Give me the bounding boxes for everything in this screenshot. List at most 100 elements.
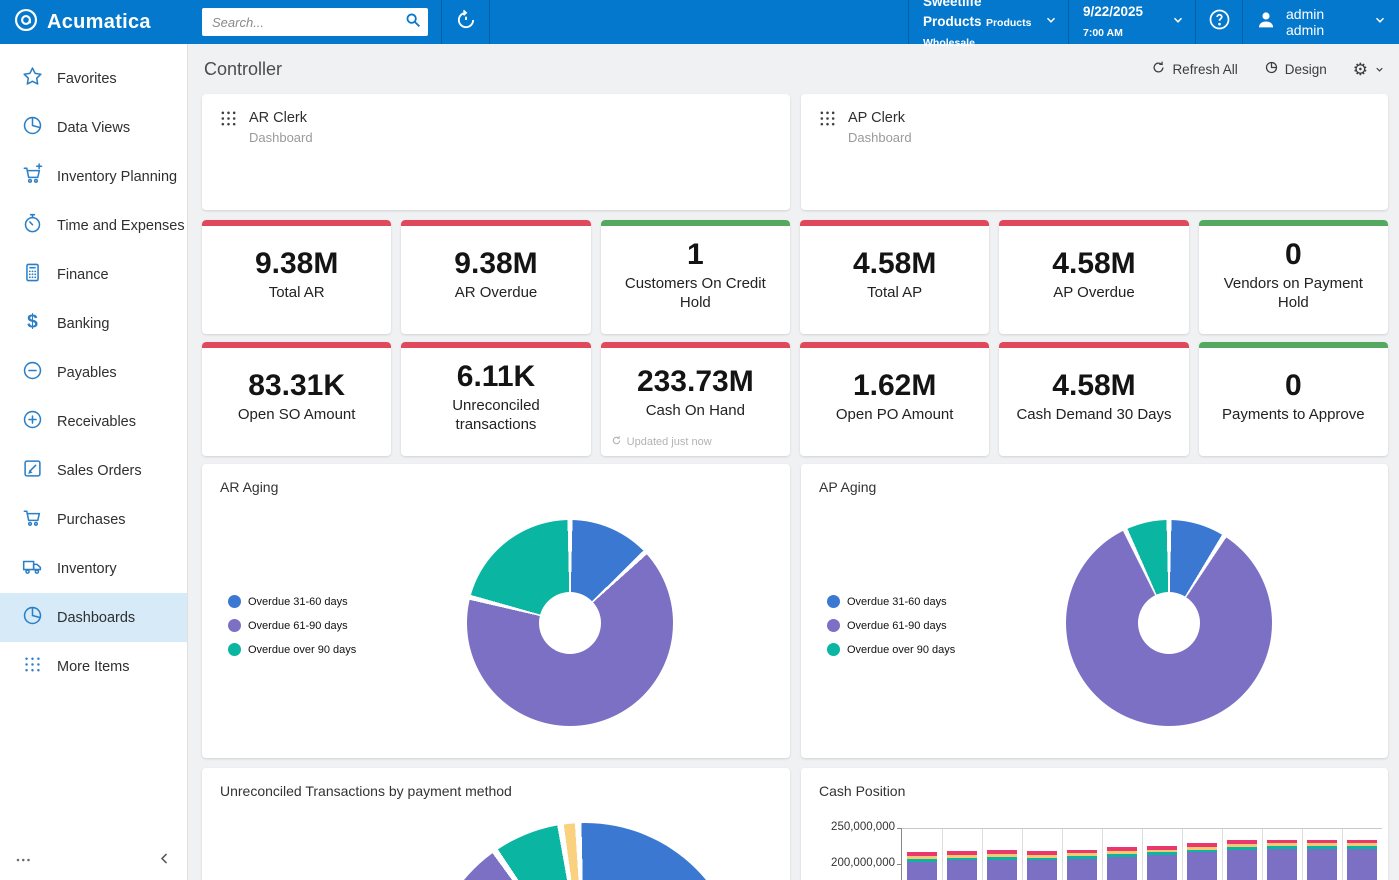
kpi-label: Cash Demand 30 Days xyxy=(1016,406,1171,425)
stacked-bar[interactable] xyxy=(1027,851,1057,880)
bar-segment xyxy=(1347,849,1377,880)
search-input[interactable] xyxy=(212,15,404,30)
kpi-cash-demand-30-days[interactable]: 4.58MCash Demand 30 Days xyxy=(999,342,1188,456)
kpi-total-ap[interactable]: 4.58M Total AP xyxy=(800,220,989,334)
user-menu[interactable]: admin admin xyxy=(1242,0,1399,44)
legend-label: Overdue 61-90 days xyxy=(847,620,947,632)
sidebar-item-payables[interactable]: Payables xyxy=(0,348,187,397)
kpi-value: 0 xyxy=(1285,240,1302,270)
stacked-bar[interactable] xyxy=(1067,850,1097,880)
refresh-icon xyxy=(1151,60,1166,78)
stacked-bar[interactable] xyxy=(907,852,937,880)
sidebar-item-label: Time and Expenses xyxy=(57,218,185,234)
kpi-ap-overdue[interactable]: 4.58MAP Overdue xyxy=(999,220,1188,334)
kpi-total-ar[interactable]: 9.38MTotal AR xyxy=(202,220,391,334)
svg-text:$: $ xyxy=(27,311,38,332)
sidebar-item-favorites[interactable]: Favorites xyxy=(0,54,187,103)
sidebar-item-time-and-expenses[interactable]: Time and Expenses xyxy=(0,201,187,250)
brand[interactable]: Acumatica xyxy=(0,0,188,44)
legend-dot xyxy=(827,619,840,632)
more-options-icon[interactable] xyxy=(15,852,33,870)
sidebar-item-label: More Items xyxy=(57,659,130,675)
recently-visited-button[interactable] xyxy=(441,0,489,44)
star-icon xyxy=(21,65,44,93)
history-timer-icon xyxy=(455,9,477,36)
kpi-value: 4.58M xyxy=(853,249,936,279)
acumatica-logo-icon xyxy=(13,7,39,38)
ap-clerk-dashboard-card[interactable]: AP Clerk Dashboard xyxy=(801,94,1388,210)
plot-gridline xyxy=(1222,828,1223,880)
ap-aging-donut-chart[interactable] xyxy=(1066,520,1272,726)
stacked-bar[interactable] xyxy=(947,851,977,880)
sidebar-item-data-views[interactable]: Data Views xyxy=(0,103,187,152)
kpi-open-so-amount[interactable]: 83.31KOpen SO Amount xyxy=(202,342,391,456)
stacked-bar[interactable] xyxy=(1107,847,1137,880)
help-icon xyxy=(1208,8,1231,36)
kpi-value: 4.58M xyxy=(1052,249,1135,279)
cash-position-bar-chart[interactable] xyxy=(902,828,1382,880)
y-axis-tick-label: 200,000,000 xyxy=(815,857,895,869)
company-selector[interactable]: Sweetlife Products Products Wholesale xyxy=(908,0,1068,44)
donut-hole xyxy=(1138,592,1200,654)
sidebar-item-inventory-planning[interactable]: Inventory Planning xyxy=(0,152,187,201)
refresh-all-button[interactable]: Refresh All xyxy=(1151,60,1237,78)
kpi-vendors-on-payment-hold[interactable]: 0Vendors on Payment Hold xyxy=(1199,220,1388,334)
legend-label: Overdue over 90 days xyxy=(847,644,955,656)
stacked-bar[interactable] xyxy=(1307,840,1337,880)
kpi-value: 9.38M xyxy=(255,249,338,279)
calculator-icon xyxy=(21,261,44,289)
stacked-bar[interactable] xyxy=(1347,840,1377,880)
payment-method-pie-chart[interactable] xyxy=(428,823,742,880)
legend-dot xyxy=(228,595,241,608)
dots-grid-icon xyxy=(819,110,836,145)
stacked-bar[interactable] xyxy=(1227,840,1257,880)
kpi-open-po-amount[interactable]: 1.62MOpen PO Amount xyxy=(800,342,989,456)
stacked-bar[interactable] xyxy=(1187,843,1217,880)
stacked-bar[interactable] xyxy=(1267,840,1297,880)
kpi-payments-to-approve[interactable]: 0Payments to Approve xyxy=(1199,342,1388,456)
design-button[interactable]: Design xyxy=(1264,60,1327,78)
link-card-subtitle: Dashboard xyxy=(848,130,912,145)
kpi-label: Total AP xyxy=(867,284,922,303)
dots-grid-icon xyxy=(21,653,44,681)
stacked-bar[interactable] xyxy=(1147,846,1177,880)
kpi-cash-on-hand[interactable]: 233.73MCash On Hand Updated just now xyxy=(601,342,790,456)
kpi-value: 1 xyxy=(687,240,704,270)
kpi-ar-overdue[interactable]: 9.38MAR Overdue xyxy=(401,220,590,334)
legend-item[interactable]: Overdue over 90 days xyxy=(827,643,955,656)
legend-item[interactable]: Overdue 31-60 days xyxy=(827,595,955,608)
truck-icon xyxy=(21,555,44,583)
sidebar-item-label: Purchases xyxy=(57,512,126,528)
legend-item[interactable]: Overdue 61-90 days xyxy=(827,619,955,632)
sidebar-item-finance[interactable]: Finance xyxy=(0,250,187,299)
ar-aging-donut-chart[interactable] xyxy=(467,520,673,726)
legend-item[interactable]: Overdue 31-60 days xyxy=(228,595,356,608)
sidebar-item-receivables[interactable]: Receivables xyxy=(0,397,187,446)
collapse-sidebar-icon[interactable] xyxy=(157,851,172,871)
ap-aging-chart-card: AP Aging Overdue 31-60 days Overdue 61-9… xyxy=(801,464,1388,758)
search-icon[interactable] xyxy=(404,11,422,34)
sidebar-item-more-items[interactable]: More Items xyxy=(0,642,187,691)
business-date-selector[interactable]: 9/22/2025 7:00 AM xyxy=(1068,0,1195,44)
chart-legend: Overdue 31-60 days Overdue 61-90 days Ov… xyxy=(228,595,356,656)
bar-segment xyxy=(947,860,977,880)
sidebar-item-dashboards[interactable]: Dashboards xyxy=(0,593,187,642)
plot-gridline xyxy=(942,828,943,880)
sidebar-item-banking[interactable]: $ Banking xyxy=(0,299,187,348)
chart-title: AR Aging xyxy=(220,479,278,495)
legend-item[interactable]: Overdue over 90 days xyxy=(228,643,356,656)
ar-clerk-dashboard-card[interactable]: AR Clerk Dashboard xyxy=(202,94,790,210)
sidebar-item-inventory[interactable]: Inventory xyxy=(0,544,187,593)
kpi-label: Unreconciled transactions xyxy=(413,397,578,435)
stacked-bar[interactable] xyxy=(987,850,1017,880)
bar-segment xyxy=(987,860,1017,880)
kpi-customers-on-credit-hold[interactable]: 1Customers On Credit Hold xyxy=(601,220,790,334)
sidebar-item-purchases[interactable]: Purchases xyxy=(0,495,187,544)
legend-item[interactable]: Overdue 61-90 days xyxy=(228,619,356,632)
sidebar-item-sales-orders[interactable]: Sales Orders xyxy=(0,446,187,495)
dashboard-settings-button[interactable]: ⚙ xyxy=(1353,61,1385,78)
unreconciled-by-payment-method-card: Unreconciled Transactions by payment met… xyxy=(202,768,790,880)
help-button[interactable] xyxy=(1195,0,1242,44)
kpi-unreconciled-transactions[interactable]: 6.11KUnreconciled transactions xyxy=(401,342,590,456)
legend-label: Overdue 61-90 days xyxy=(248,620,348,632)
